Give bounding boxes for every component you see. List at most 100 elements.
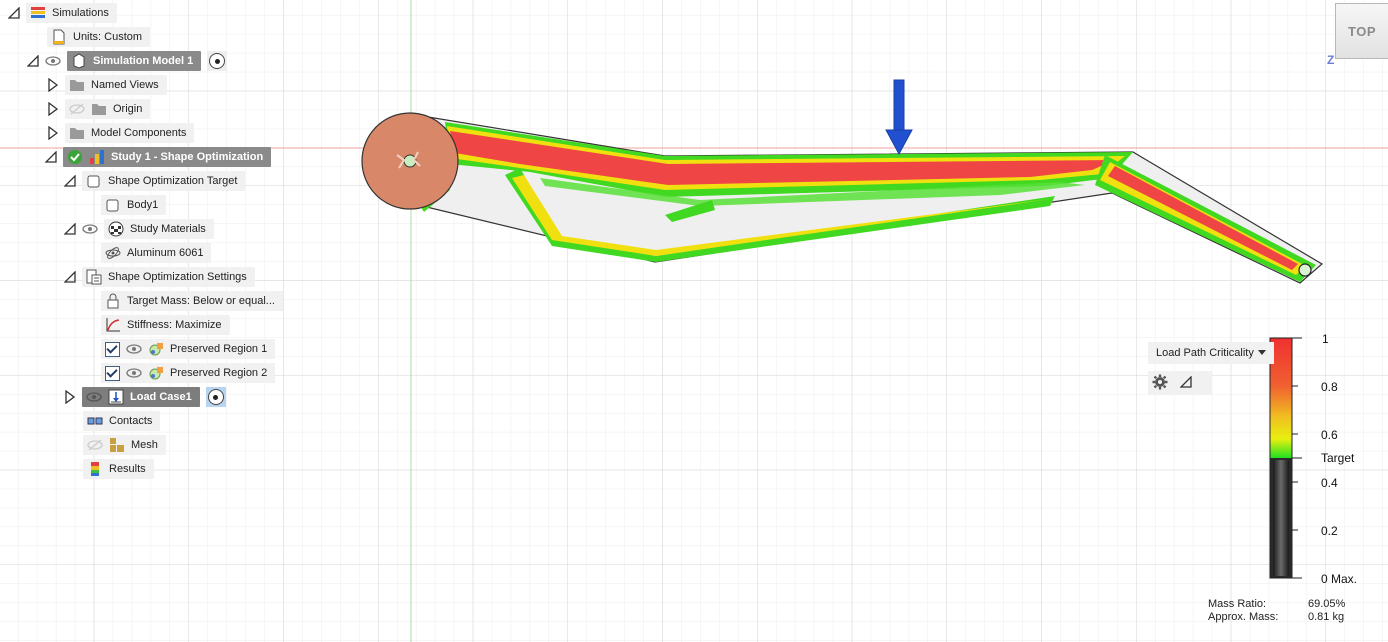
preserved2-checkbox[interactable] <box>105 365 120 381</box>
result-type-dropdown[interactable]: Load Path Criticality <box>1148 342 1274 364</box>
settings-node[interactable]: Shape Optimization Settings <box>82 267 255 287</box>
simulation-model-node[interactable]: Simulation Model 1 <box>67 51 202 71</box>
lock-icon <box>105 293 121 309</box>
optimized-part[interactable] <box>361 112 1324 284</box>
tree-row-preserved1[interactable]: Preserved Region 1 <box>101 338 276 360</box>
contacts-node[interactable]: Contacts <box>83 411 161 431</box>
activate-load-case-button[interactable] <box>205 387 226 407</box>
settings-label: Shape Optimization Settings <box>108 271 247 283</box>
activate-model-button[interactable] <box>207 51 228 71</box>
eye-icon[interactable] <box>126 365 142 381</box>
eye-icon[interactable] <box>45 53 61 69</box>
eye-hidden-icon[interactable] <box>87 437 103 453</box>
results-node[interactable]: Results <box>83 459 154 479</box>
tree-row-mesh[interactable]: Mesh <box>83 434 166 456</box>
collapse-triangle-icon[interactable] <box>27 54 39 68</box>
tree-row-simulations[interactable]: Simulations <box>8 2 117 24</box>
aluminum-label: Aluminum 6061 <box>127 247 204 259</box>
expand-triangle-icon[interactable] <box>47 78 59 92</box>
viewcube-face-label: TOP <box>1348 23 1376 39</box>
gear-icon[interactable] <box>1152 374 1168 393</box>
tree-row-materials[interactable]: Study Materials <box>64 218 214 240</box>
document-icon <box>51 29 67 45</box>
simulations-label: Simulations <box>52 7 109 19</box>
expand-triangle-icon[interactable] <box>47 102 59 116</box>
mesh-node[interactable]: Mesh <box>83 435 166 455</box>
tree-row-aluminum[interactable]: Aluminum 6061 <box>101 242 212 264</box>
mesh-label: Mesh <box>131 439 158 451</box>
preserved1-label: Preserved Region 1 <box>170 343 268 355</box>
tree-row-load-case[interactable]: Load Case1 <box>64 386 226 408</box>
simulation-model-label: Simulation Model 1 <box>93 55 194 67</box>
tree-row-settings[interactable]: Shape Optimization Settings <box>64 266 255 288</box>
contacts-label: Contacts <box>109 415 153 427</box>
eye-icon[interactable] <box>82 221 98 237</box>
tree-row-origin[interactable]: Origin <box>47 98 151 120</box>
approx-mass-label: Approx. Mass: <box>1208 611 1279 623</box>
tree-row-body[interactable]: Body1 <box>101 194 167 216</box>
materials-node[interactable]: Study Materials <box>104 219 214 239</box>
mass-ratio-value: 69.05% <box>1308 598 1346 610</box>
target-mass-node[interactable]: Target Mass: Below or equal... <box>101 291 283 311</box>
radio-dot-icon <box>209 53 226 69</box>
tree-row-stiffness[interactable]: Stiffness: Maximize <box>101 314 230 336</box>
stiffness-label: Stiffness: Maximize <box>127 319 222 331</box>
eye-hidden-icon[interactable] <box>69 101 85 117</box>
results-label: Results <box>109 463 146 475</box>
collapse-triangle-icon[interactable] <box>64 270 76 284</box>
preserved2-node[interactable]: Preserved Region 2 <box>101 363 276 383</box>
simulations-icon <box>30 5 46 21</box>
body-node[interactable]: Body1 <box>101 195 167 215</box>
tree-row-units[interactable]: Units: Custom <box>47 26 151 48</box>
body-label: Body1 <box>127 199 159 211</box>
aluminum-node[interactable]: Aluminum 6061 <box>101 243 212 263</box>
eye-icon[interactable] <box>86 389 102 405</box>
mass-ratio-label: Mass Ratio: <box>1208 598 1267 610</box>
tree-row-target[interactable]: Shape Optimization Target <box>64 170 246 192</box>
body-box-icon <box>86 173 102 189</box>
collapse-triangle-icon[interactable] <box>64 174 76 188</box>
legend-color-bar <box>1269 337 1302 579</box>
tree-row-results[interactable]: Results <box>83 458 154 480</box>
expand-triangle-icon[interactable] <box>64 390 76 404</box>
tree-row-preserved2[interactable]: Preserved Region 2 <box>101 362 276 384</box>
result-type-label: Load Path Criticality <box>1156 347 1254 359</box>
model-components-node[interactable]: Model Components <box>65 123 195 143</box>
preserved1-checkbox[interactable] <box>105 341 120 357</box>
collapse-triangle-icon[interactable] <box>8 6 20 20</box>
simulations-node[interactable]: Simulations <box>26 3 117 23</box>
viewcube[interactable]: TOP <box>1335 3 1388 59</box>
tree-row-target-mass[interactable]: Target Mass: Below or equal... <box>101 290 283 312</box>
collapse-legend-icon[interactable] <box>1179 374 1192 391</box>
collapse-triangle-icon[interactable] <box>64 222 76 236</box>
tree-row-model[interactable]: Simulation Model 1 <box>27 50 228 72</box>
stiffness-curve-icon <box>105 317 121 333</box>
tree-row-contacts[interactable]: Contacts <box>83 410 161 432</box>
expand-triangle-icon[interactable] <box>47 126 59 140</box>
tree-row-named-views[interactable]: Named Views <box>47 74 167 96</box>
target-node[interactable]: Shape Optimization Target <box>82 171 246 191</box>
settings-sheet-icon <box>86 269 102 285</box>
load-arrow <box>885 79 913 156</box>
units-node[interactable]: Units: Custom <box>47 27 151 47</box>
legend-tick-label: 1 <box>1322 332 1329 346</box>
approx-mass-value: 0.81 kg <box>1308 611 1345 623</box>
named-views-label: Named Views <box>91 79 159 91</box>
legend-tick-label: 0.6 <box>1321 428 1338 442</box>
preserved1-node[interactable]: Preserved Region 1 <box>101 339 276 359</box>
study-node[interactable]: Study 1 - Shape Optimization <box>63 147 272 167</box>
tree-row-model-components[interactable]: Model Components <box>47 122 195 144</box>
collapse-triangle-icon[interactable] <box>45 150 57 164</box>
stiffness-node[interactable]: Stiffness: Maximize <box>101 315 230 335</box>
folder-icon <box>91 101 107 117</box>
origin-label: Origin <box>113 103 143 115</box>
load-case-node[interactable]: Load Case1 <box>82 387 200 407</box>
chevron-down-icon <box>1257 347 1266 359</box>
origin-node[interactable]: Origin <box>65 99 151 119</box>
tree-row-study[interactable]: Study 1 - Shape Optimization <box>45 146 272 168</box>
mass-info-panel: Mass Ratio: 69.05% Approx. Mass: 0.81 kg <box>1208 598 1345 624</box>
named-views-node[interactable]: Named Views <box>65 75 167 95</box>
eye-icon[interactable] <box>126 341 142 357</box>
contacts-icon <box>87 413 103 429</box>
